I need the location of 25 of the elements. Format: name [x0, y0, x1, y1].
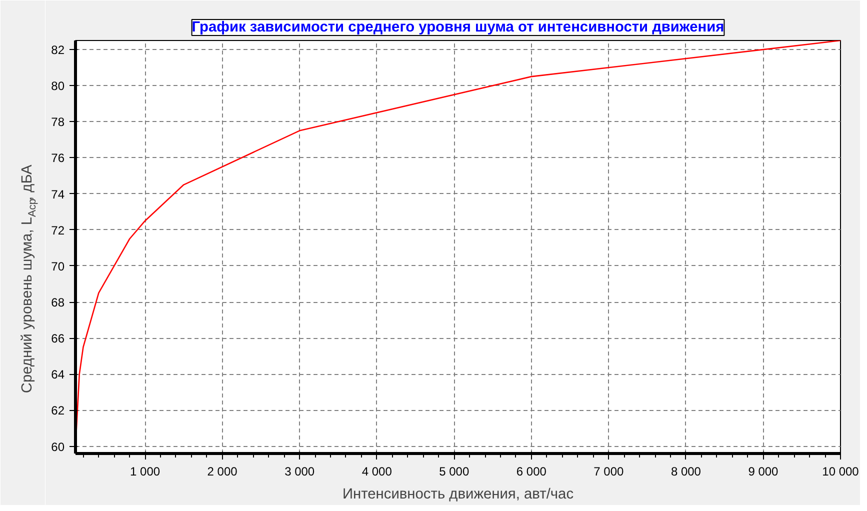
- y-tick-label: 62: [51, 404, 65, 418]
- y-tick-label: 60: [51, 440, 65, 454]
- y-tick-label: 80: [51, 79, 65, 94]
- y-tick-label: 66: [51, 332, 65, 346]
- y-tick-label: 82: [51, 43, 65, 58]
- x-tick-label: 4 000: [362, 464, 392, 478]
- x-axis-title: Интенсивность движения, авт/час: [342, 486, 574, 502]
- x-tick-label: 7 000: [594, 464, 624, 478]
- y-tick-label: 74: [51, 187, 65, 202]
- y-tick-label: 72: [51, 223, 65, 238]
- y-tick-label: 76: [51, 151, 65, 166]
- x-tick-label: 1 000: [130, 464, 160, 478]
- y-tick-label: 64: [51, 368, 65, 382]
- x-tick-label: 3 000: [284, 464, 315, 478]
- x-tick-label: 8 000: [670, 464, 702, 478]
- y-axis-title: Средний уровень шума, LАср, дБА: [20, 164, 38, 394]
- x-tick-label: 9 000: [748, 464, 779, 478]
- y-tick-label: 78: [51, 115, 65, 130]
- x-tick-label: 2 000: [207, 464, 238, 478]
- y-tick-label: 70: [51, 259, 65, 274]
- x-tick-label: 5 000: [439, 464, 470, 478]
- x-tick-label: 6 000: [516, 464, 547, 478]
- chart-title: График зависимости среднего уровня шума от интенсивности движения: [192, 20, 724, 36]
- y-tick-label: 68: [51, 296, 65, 310]
- x-tick-label: 10 000: [822, 464, 860, 478]
